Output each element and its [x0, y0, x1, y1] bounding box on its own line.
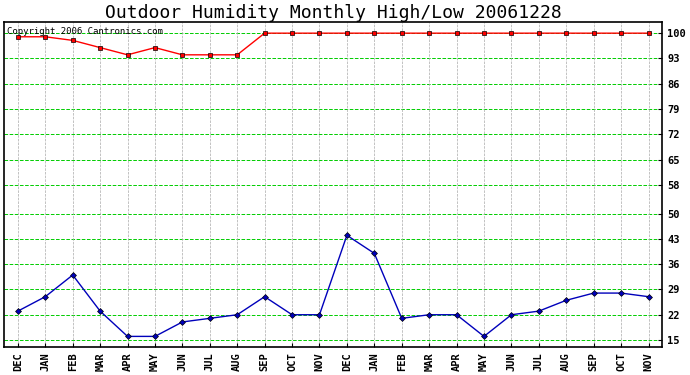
Text: Copyright 2006 Cantronics.com: Copyright 2006 Cantronics.com [8, 27, 164, 36]
Title: Outdoor Humidity Monthly High/Low 20061228: Outdoor Humidity Monthly High/Low 200612… [105, 4, 562, 22]
